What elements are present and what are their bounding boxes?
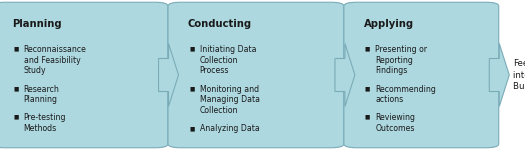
Text: Analyzing Data: Analyzing Data xyxy=(200,124,259,134)
Text: Pre-testing
Methods: Pre-testing Methods xyxy=(24,113,66,133)
Text: ■: ■ xyxy=(189,86,194,91)
Text: ■: ■ xyxy=(365,115,370,120)
Text: Feed-forward
into Next
Building Cycle: Feed-forward into Next Building Cycle xyxy=(513,59,525,91)
Text: ■: ■ xyxy=(189,46,194,51)
FancyBboxPatch shape xyxy=(0,2,168,148)
Text: Conducting: Conducting xyxy=(188,19,252,29)
Text: Research
Planning: Research Planning xyxy=(24,85,59,105)
FancyArrow shape xyxy=(335,44,355,106)
FancyArrow shape xyxy=(489,44,509,106)
Text: Initiating Data
Collection
Process: Initiating Data Collection Process xyxy=(200,45,256,75)
Text: ■: ■ xyxy=(13,115,18,120)
Text: Planning: Planning xyxy=(12,19,62,29)
Text: Recommending
actions: Recommending actions xyxy=(375,85,436,105)
Text: Reviewing
Outcomes: Reviewing Outcomes xyxy=(375,113,415,133)
Text: Reconnaissance
and Feasibility
Study: Reconnaissance and Feasibility Study xyxy=(24,45,87,75)
Text: Monitoring and
Managing Data
Collection: Monitoring and Managing Data Collection xyxy=(200,85,259,115)
Text: Presenting or
Reporting
Findings: Presenting or Reporting Findings xyxy=(375,45,427,75)
FancyArrow shape xyxy=(159,44,178,106)
Text: ■: ■ xyxy=(189,126,194,131)
FancyBboxPatch shape xyxy=(344,2,499,148)
Text: ■: ■ xyxy=(13,86,18,91)
Text: ■: ■ xyxy=(365,86,370,91)
Text: ■: ■ xyxy=(365,46,370,51)
Text: ■: ■ xyxy=(13,46,18,51)
Text: Applying: Applying xyxy=(364,19,414,29)
FancyBboxPatch shape xyxy=(168,2,344,148)
